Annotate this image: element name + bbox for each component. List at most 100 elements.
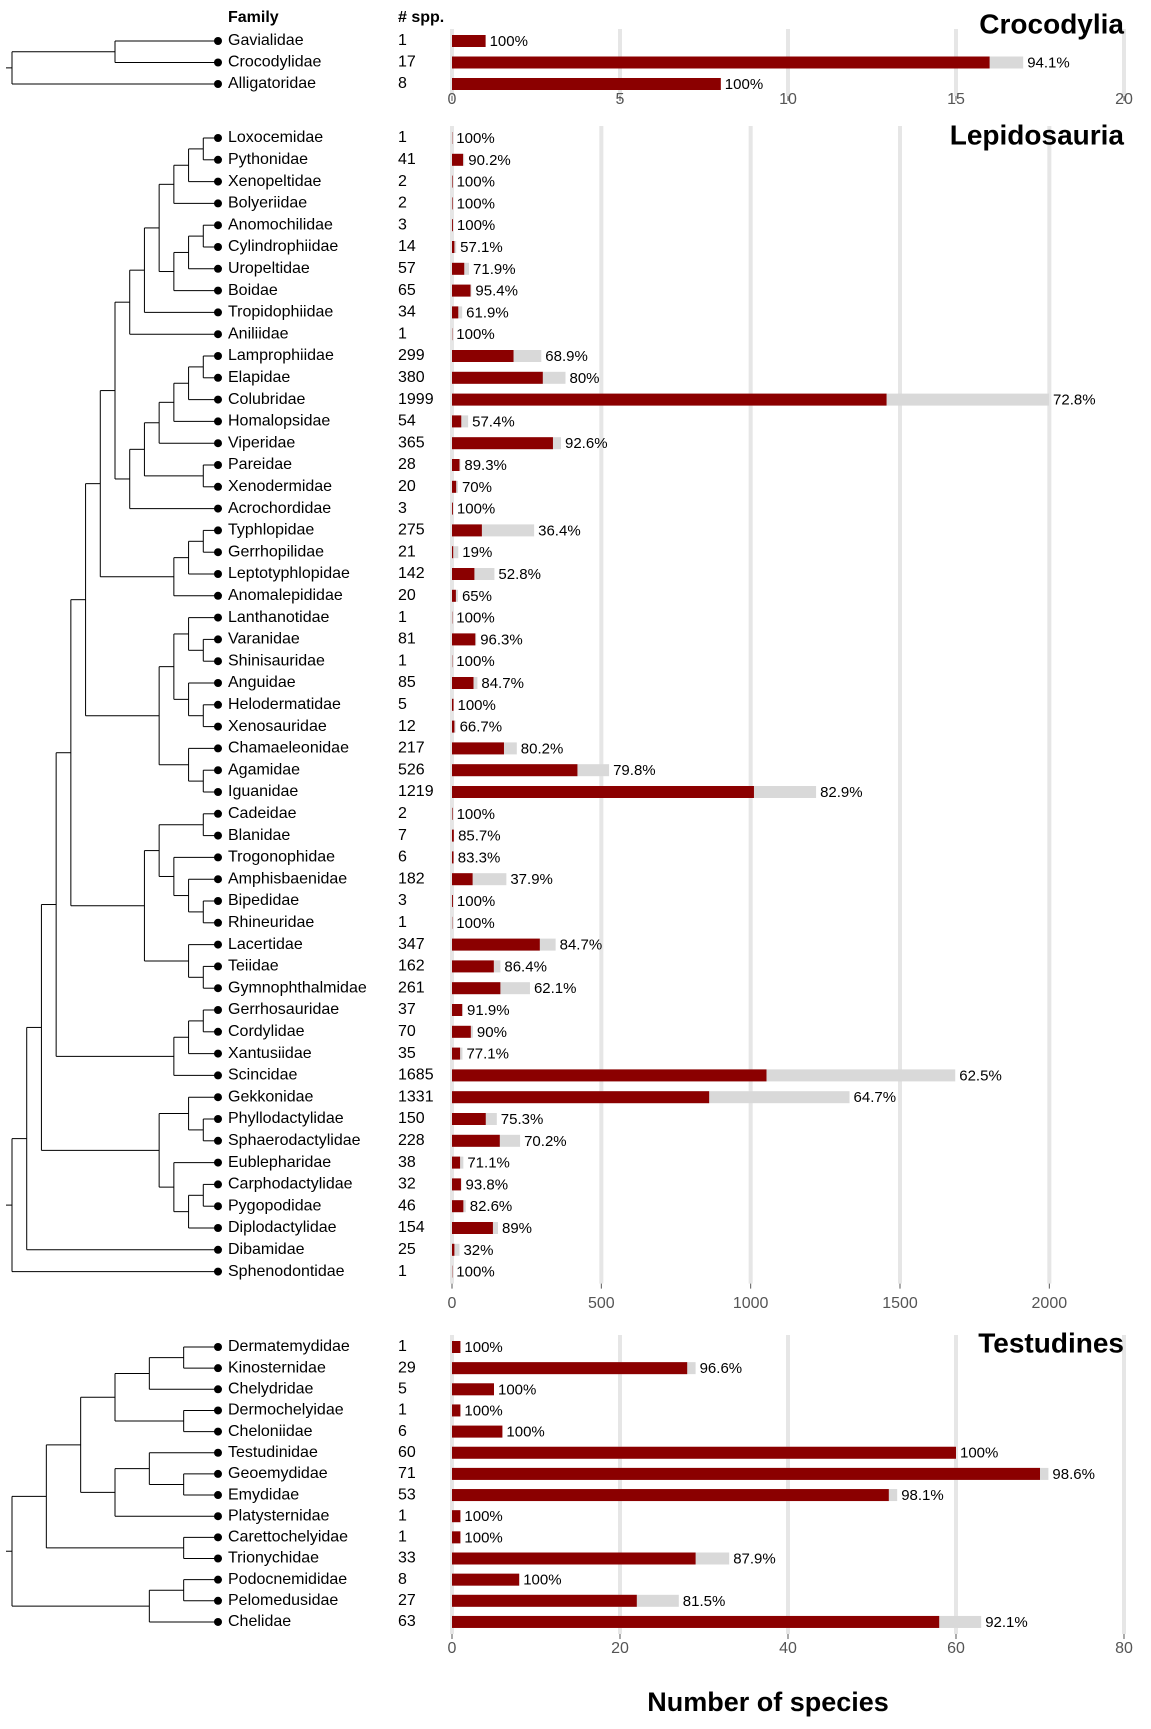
species-count: 3 (398, 216, 407, 233)
sampled-bar (452, 1048, 460, 1060)
leaf-dot (214, 37, 222, 45)
sampled-bar (452, 241, 454, 253)
family-label: Phyllodactylidae (228, 1110, 344, 1127)
x-tick-label: 1000 (733, 1295, 769, 1312)
species-count: 2 (398, 173, 407, 190)
species-count: 7 (398, 827, 407, 844)
sampled-bar (452, 350, 514, 362)
family-label: Xenopeltidae (228, 173, 322, 190)
x-tick-label: 15 (947, 91, 965, 108)
percent-label: 100% (523, 1572, 561, 1589)
family-label: Carettochelyidae (228, 1529, 348, 1546)
species-count: 6 (398, 1423, 407, 1440)
sampled-bar (452, 1222, 493, 1234)
percent-label: 90.2% (468, 152, 511, 169)
leaf-dot (214, 374, 222, 382)
species-count: 3 (398, 500, 407, 517)
percent-label: 61.9% (466, 304, 509, 321)
species-count: 5 (398, 1381, 407, 1398)
leaf-dot (214, 1512, 222, 1520)
percent-label: 100% (456, 130, 494, 147)
family-label: Xenodermidae (228, 478, 332, 495)
family-label: Blanidae (228, 827, 290, 844)
percent-label: 80% (569, 370, 599, 387)
family-label: Anguidae (228, 674, 296, 691)
species-count: 1219 (398, 783, 434, 800)
family-label: Amphisbaenidae (228, 870, 347, 887)
species-count: 65 (398, 282, 416, 299)
sampled-bar (452, 459, 459, 471)
sampled-bar (452, 546, 453, 558)
species-count: 526 (398, 761, 425, 778)
family-label: Diplodactylidae (228, 1219, 337, 1236)
sampled-bar (452, 524, 482, 536)
species-count: 228 (398, 1132, 425, 1149)
family-label: Varanidae (228, 631, 300, 648)
x-tick-label: 0 (448, 1640, 457, 1657)
leaf-dot (214, 80, 222, 88)
panel-title: Lepidosauria (950, 119, 1125, 150)
leaf-dot (214, 832, 222, 840)
family-label: Leptotyphlopidae (228, 565, 350, 582)
family-label: Geoemydidae (228, 1465, 328, 1482)
species-count: 217 (398, 740, 425, 757)
species-count: 14 (398, 238, 416, 255)
percent-label: 100% (506, 1424, 544, 1441)
species-count: 12 (398, 718, 416, 735)
percent-label: 37.9% (510, 871, 553, 888)
sampled-bar (452, 873, 473, 885)
sampled-bar (452, 939, 540, 951)
family-label: Sphenodontidae (228, 1263, 345, 1280)
family-label: Rhineuridae (228, 914, 314, 931)
percent-label: 84.7% (481, 675, 524, 692)
family-label: Chamaeleonidae (228, 740, 349, 757)
species-count: 8 (398, 75, 407, 92)
percent-label: 98.6% (1052, 1466, 1095, 1483)
family-label: Loxocemidae (228, 129, 323, 146)
leaf-dot (214, 984, 222, 992)
family-label: Trionychidae (228, 1550, 319, 1567)
percent-label: 100% (456, 1264, 494, 1281)
percent-label: 100% (464, 1529, 502, 1546)
percent-label: 100% (490, 33, 528, 50)
percent-label: 100% (498, 1381, 536, 1398)
percent-label: 68.9% (545, 348, 588, 365)
sampled-bar (452, 590, 456, 602)
percent-label: 100% (456, 915, 494, 932)
species-count: 2 (398, 195, 407, 212)
sampled-bar (452, 699, 453, 711)
percent-label: 100% (457, 697, 495, 714)
species-count: 380 (398, 369, 425, 386)
percent-label: 85.7% (458, 828, 501, 845)
sampled-bar (452, 35, 486, 47)
leaf-dot (214, 635, 222, 643)
leaf-dot (214, 526, 222, 534)
species-count: 35 (398, 1045, 416, 1062)
species-count: 37 (398, 1001, 416, 1018)
family-label: Bolyeriidae (228, 195, 307, 212)
leaf-dot (214, 1343, 222, 1351)
percent-label: 52.8% (498, 566, 541, 583)
sampled-bar (452, 503, 453, 515)
leaf-dot (214, 396, 222, 404)
family-label: Aniliidae (228, 325, 289, 342)
sampled-bar (452, 786, 754, 798)
family-label: Cadeidae (228, 805, 297, 822)
family-label: Trogonophidae (228, 849, 335, 866)
sampled-bar (452, 1553, 696, 1565)
species-count: 261 (398, 979, 425, 996)
family-label: Sphaerodactylidae (228, 1132, 361, 1149)
species-count: 21 (398, 543, 416, 560)
species-count: 1 (398, 1529, 407, 1546)
sampled-bar (452, 1404, 460, 1416)
sampled-bar (452, 219, 453, 231)
leaf-dot (214, 919, 222, 927)
species-count: 70 (398, 1023, 416, 1040)
x-tick-label: 60 (947, 1640, 965, 1657)
percent-label: 93.8% (466, 1176, 509, 1193)
species-count: 1685 (398, 1067, 434, 1084)
family-label: Typhlopidae (228, 522, 314, 539)
percent-label: 100% (457, 174, 495, 191)
sampled-bar (452, 154, 463, 166)
percent-label: 81.5% (683, 1593, 726, 1610)
